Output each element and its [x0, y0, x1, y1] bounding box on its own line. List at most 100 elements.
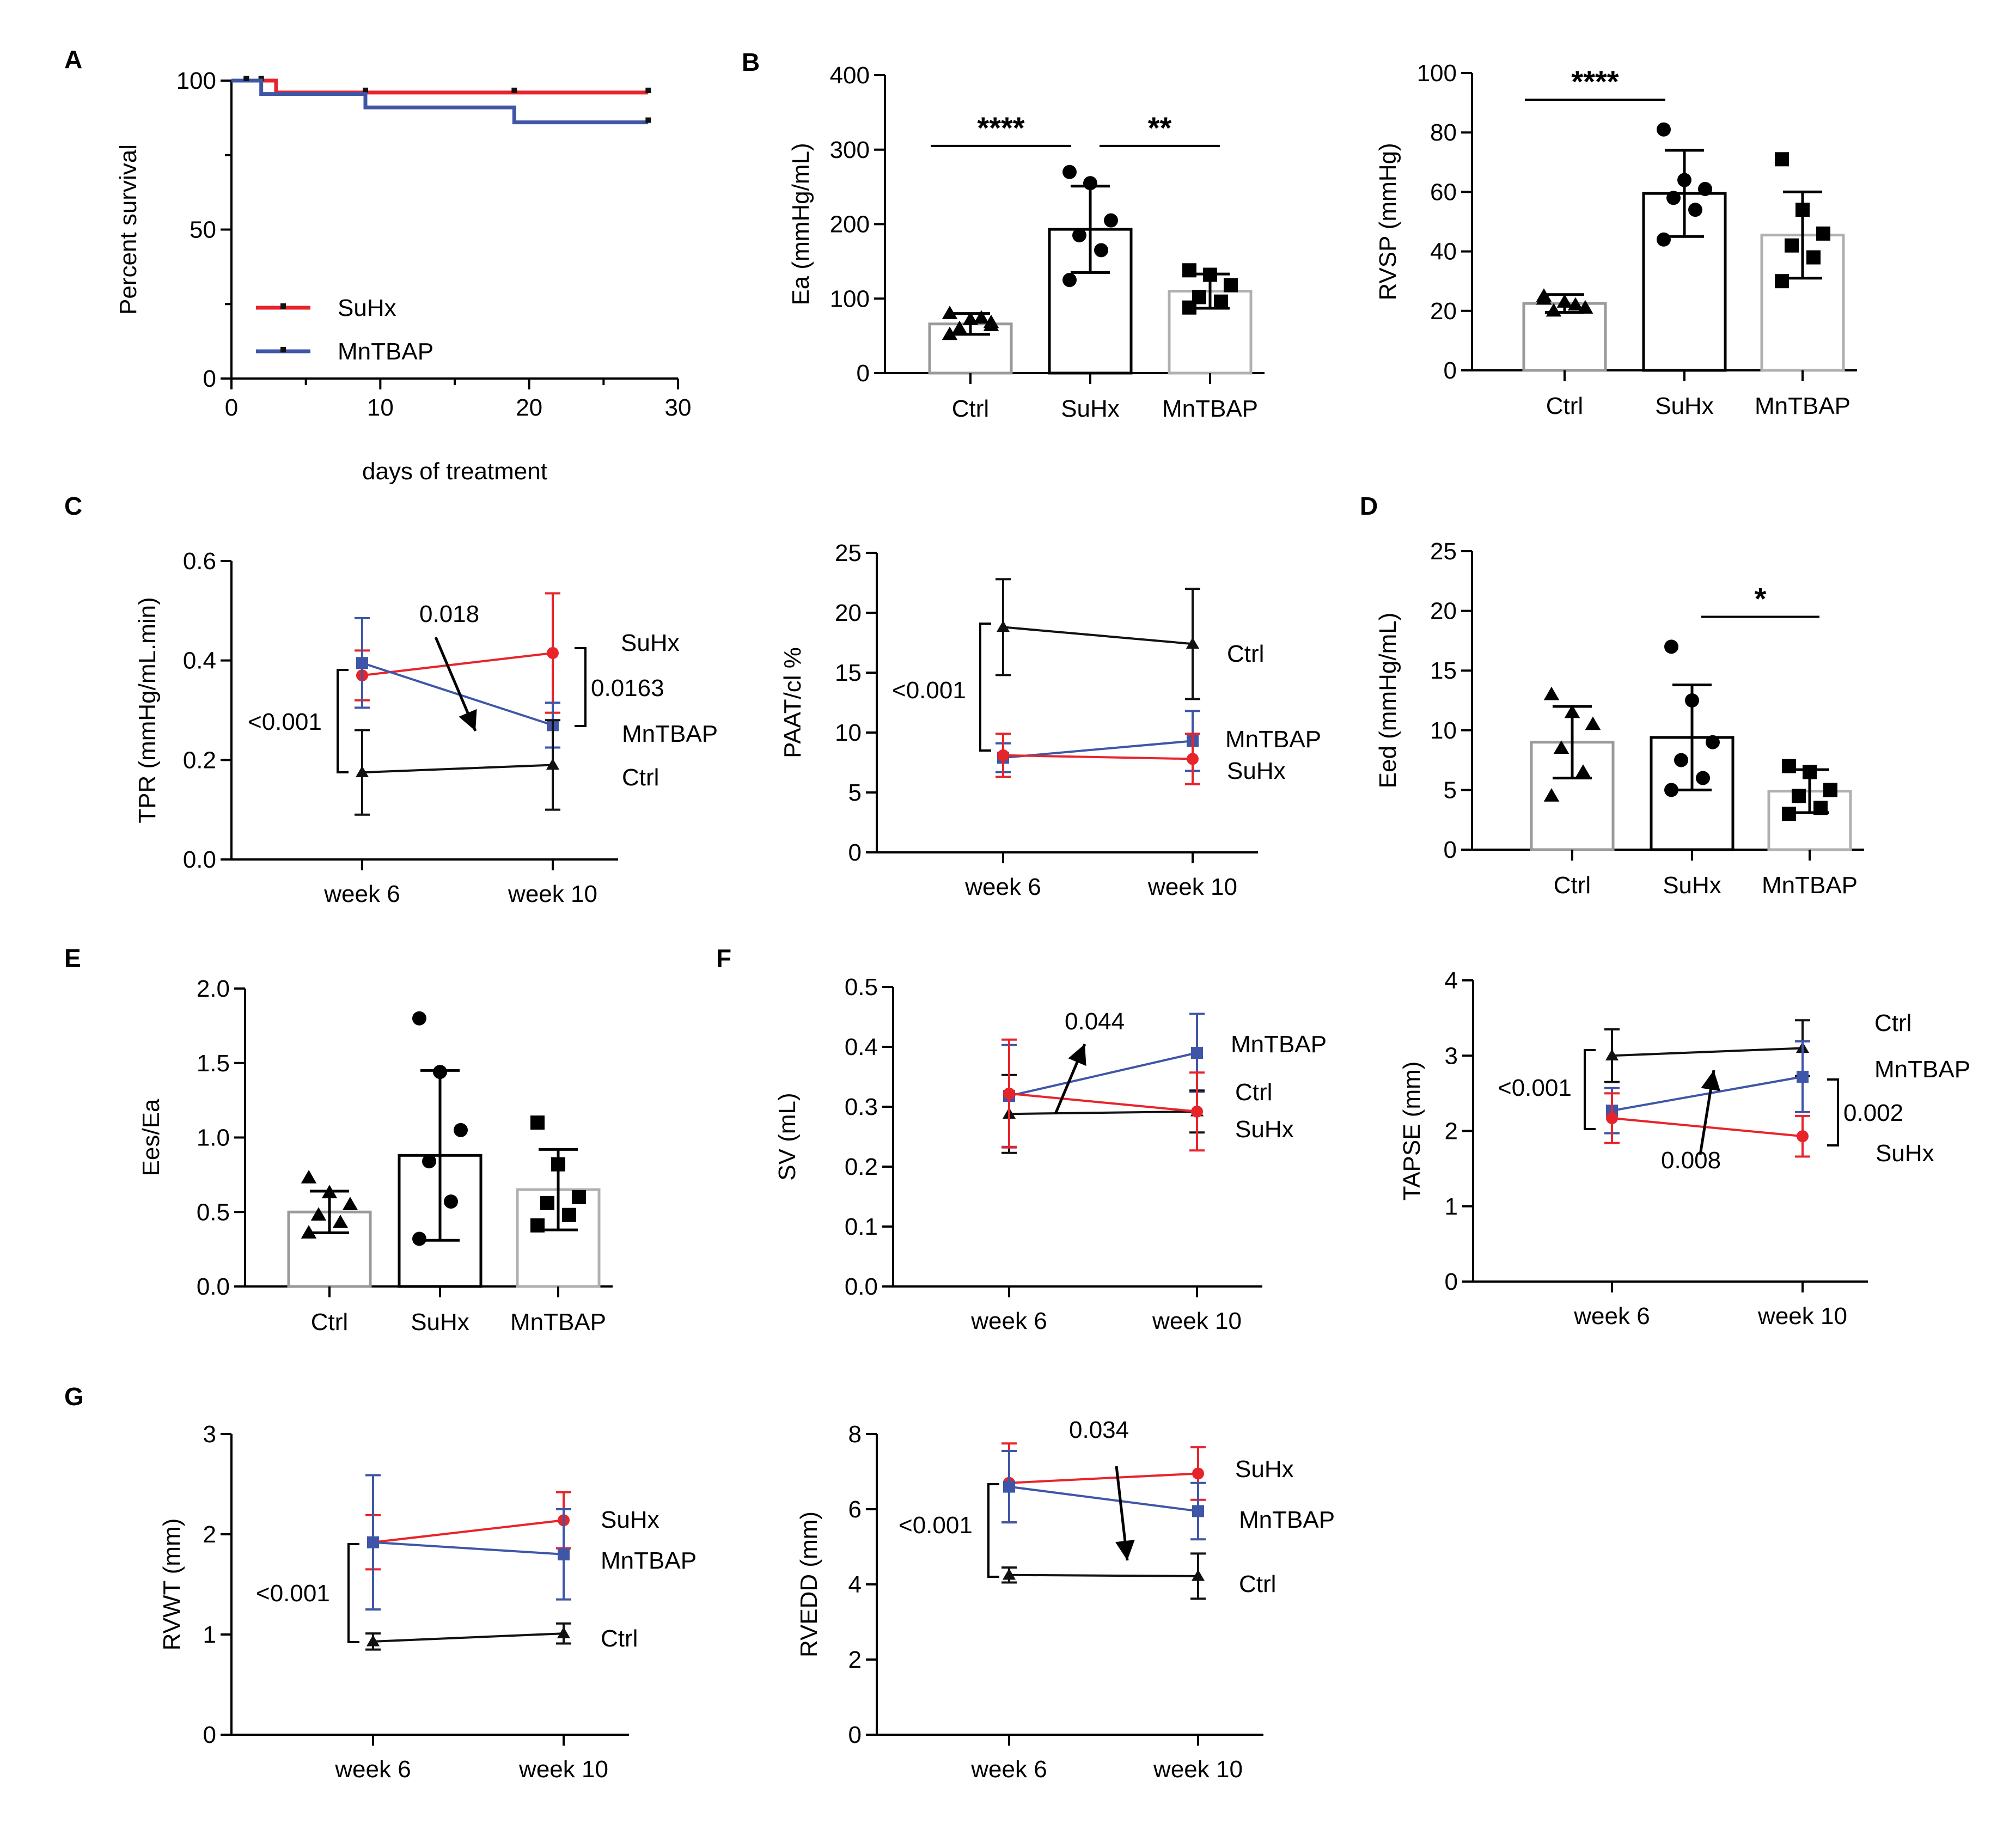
B1-point-MnTBAP [1182, 300, 1196, 315]
G1-xtick-label: week 6 [334, 1756, 411, 1783]
B1-point-MnTBAP [1203, 267, 1217, 282]
G1-line-Ctrl [372, 1632, 564, 1643]
F1-point-SuHx [1191, 1105, 1203, 1118]
F2-bracket [1584, 1049, 1596, 1130]
D-ytick-label: 5 [1444, 777, 1457, 803]
G1-bracket [347, 1543, 359, 1643]
D-point-MnTBAP [1823, 783, 1837, 797]
B2-ytick-label: 0 [1444, 357, 1457, 384]
B1-point-SuHx [1062, 273, 1077, 288]
E-ytick-label: 2.0 [197, 975, 230, 1002]
E-point-Ctrl [301, 1225, 317, 1239]
C2-point-Ctrl [996, 620, 1010, 632]
B2-point-MnTBAP [1785, 238, 1799, 253]
F2-ytick-label: 1 [1445, 1193, 1458, 1220]
F2-line-Ctrl [1611, 1047, 1803, 1057]
D-point-SuHx [1706, 735, 1720, 749]
C2-y-label: PAAT/cl % [779, 647, 806, 758]
G1-ytick-label: 3 [203, 1421, 216, 1448]
G1-series-label-SuHx: SuHx [601, 1507, 659, 1533]
E-point-MnTBAP [551, 1157, 565, 1172]
D-point-SuHx [1674, 753, 1688, 767]
G2-ytick-label: 2 [848, 1646, 862, 1673]
E-point-SuHx [444, 1194, 458, 1209]
C1-y-label: TPR (mmHg/mL.min) [134, 597, 161, 824]
B1-xtick-label-MnTBAP: MnTBAP [1162, 395, 1258, 422]
A-ytick-label: 50 [190, 217, 216, 243]
F1-arrow-head [1068, 1044, 1086, 1066]
D-ytick-label: 20 [1430, 598, 1457, 625]
G2-point-SuHx [1192, 1467, 1204, 1480]
C1-annotation: 0.018 [419, 601, 479, 627]
A-series-SuHx [231, 78, 649, 95]
B2-point-Ctrl [1567, 297, 1584, 311]
G1-point-Ctrl [366, 1634, 380, 1646]
E-point-Ctrl [310, 1207, 327, 1221]
E-xtick-label-MnTBAP: MnTBAP [510, 1309, 606, 1335]
E-point-Ctrl [342, 1197, 358, 1210]
F2-point-Ctrl [1605, 1049, 1619, 1061]
A-censor-mark [645, 87, 651, 93]
G2-series-label-Ctrl: Ctrl [1239, 1571, 1276, 1597]
B1-point-Ctrl [942, 306, 958, 319]
G2-line-MnTBAP [1009, 1485, 1199, 1512]
E-point-Ctrl [301, 1170, 317, 1184]
D-point-Ctrl [1543, 788, 1560, 802]
B2-xtick-label-Ctrl: Ctrl [1546, 393, 1583, 419]
D-point-MnTBAP [1813, 801, 1828, 815]
C1-series-label-MnTBAP: MnTBAP [622, 721, 718, 747]
E-point-Ctrl [321, 1185, 338, 1199]
C2-xtick-label: week 10 [1147, 874, 1237, 900]
C2-series-label-Ctrl: Ctrl [1227, 641, 1264, 667]
D-point-SuHx [1664, 639, 1678, 654]
F1-ytick-label: 0.3 [845, 1094, 878, 1120]
A-xtick-label: 30 [665, 394, 692, 421]
A-series-MnTBAP [231, 78, 649, 125]
A-censor-mark [363, 87, 368, 93]
G2-point-MnTBAP [1003, 1480, 1015, 1493]
F2-ytick-label: 0 [1445, 1268, 1458, 1295]
D-xtick-label-SuHx: SuHx [1663, 872, 1721, 899]
C2-xtick-label: week 6 [964, 874, 1041, 900]
C1-annotation: 0.0163 [591, 675, 664, 702]
D-point-MnTBAP [1782, 807, 1796, 821]
E-point-SuHx [422, 1154, 436, 1169]
G2-annotation: <0.001 [899, 1512, 973, 1539]
B2-ytick-label: 100 [1417, 60, 1457, 87]
G1-ytick-label: 1 [203, 1621, 216, 1648]
C1-bracket [575, 647, 587, 727]
C1-bracket [337, 669, 349, 773]
C2-ytick-label: 5 [848, 779, 862, 806]
A-ytick-label: 100 [176, 68, 216, 94]
C1-annotation: <0.001 [248, 709, 322, 735]
E-ytick-label: 0.5 [197, 1199, 230, 1225]
B1-point-SuHx [1083, 176, 1097, 191]
B2-ytick-label: 60 [1430, 179, 1457, 205]
G1-point-MnTBAP [558, 1548, 570, 1560]
F2-ytick-label: 4 [1445, 967, 1458, 994]
G2-series-label-MnTBAP: MnTBAP [1239, 1507, 1335, 1533]
B2-point-MnTBAP [1795, 203, 1810, 217]
F1-xtick-label: week 10 [1152, 1308, 1242, 1334]
E-ytick-label: 0.0 [197, 1273, 230, 1300]
B2-ytick-label: 40 [1430, 239, 1457, 265]
B1-sig-label: ** [1148, 111, 1172, 145]
G2-xtick-label: week 10 [1153, 1756, 1243, 1783]
B2-point-SuHx [1657, 122, 1671, 137]
G2-ytick-label: 4 [848, 1571, 862, 1598]
B1-point-MnTBAP [1182, 263, 1196, 278]
G2-bracket [987, 1483, 999, 1578]
F2-line-MnTBAP [1611, 1075, 1803, 1112]
A-ytick-label: 0 [203, 365, 216, 392]
C2-ytick-label: 15 [835, 660, 862, 686]
G2-line-SuHx [1009, 1472, 1199, 1484]
G2-xtick-label: week 6 [970, 1756, 1047, 1783]
G1-point-Ctrl [557, 1627, 571, 1638]
C2-series-label-MnTBAP: MnTBAP [1225, 726, 1321, 753]
B1-point-Ctrl [951, 320, 968, 334]
A-x-label: days of treatment [362, 458, 547, 485]
G2-ytick-label: 8 [848, 1421, 862, 1448]
B2-y-label: RVSP (mmHg) [1375, 143, 1401, 300]
F1-series-label-MnTBAP: MnTBAP [1231, 1031, 1327, 1058]
D-point-SuHx [1685, 693, 1699, 708]
